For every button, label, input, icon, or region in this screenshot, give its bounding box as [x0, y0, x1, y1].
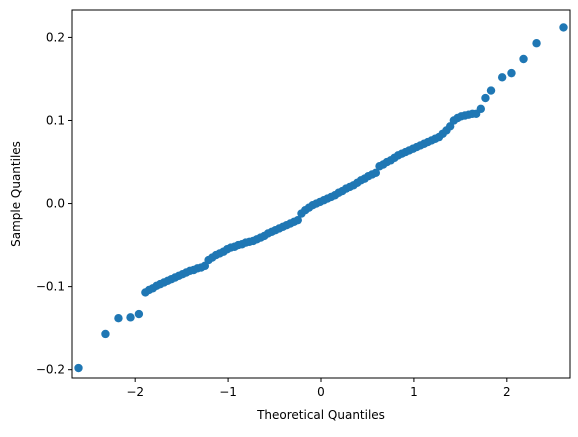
data-point — [114, 313, 123, 323]
x-axis-label: Theoretical Quantiles — [256, 408, 385, 422]
data-point — [101, 329, 110, 339]
data-point — [507, 68, 516, 78]
y-tick-label: 0.1 — [46, 113, 65, 127]
data-point — [519, 54, 528, 64]
data-point — [481, 93, 490, 103]
x-tick-label: 0 — [317, 385, 325, 399]
data-point — [74, 363, 83, 373]
y-tick-label: −0.2 — [36, 363, 65, 377]
data-point — [497, 73, 507, 82]
x-axis-ticks: −2 −1 0 1 2 — [126, 378, 511, 399]
data-point — [532, 39, 541, 48]
data-point — [134, 309, 144, 319]
y-tick-label: 0.2 — [46, 30, 65, 44]
data-point — [293, 215, 302, 225]
y-tick-label: 0.0 — [46, 197, 65, 211]
x-tick-label: −2 — [126, 385, 144, 399]
y-tick-label: −0.1 — [36, 280, 65, 294]
y-axis-ticks: −0.2 −0.1 0.0 0.1 0.2 — [36, 30, 72, 377]
data-point — [126, 313, 135, 322]
data-point — [559, 23, 568, 32]
x-tick-label: 2 — [503, 385, 511, 399]
x-tick-label: −1 — [219, 385, 237, 399]
y-axis-label: Sample Quantiles — [9, 141, 23, 247]
data-point — [476, 104, 486, 114]
data-point — [371, 168, 381, 178]
x-tick-label: 1 — [410, 385, 418, 399]
data-points — [74, 23, 568, 373]
data-point — [486, 86, 496, 95]
